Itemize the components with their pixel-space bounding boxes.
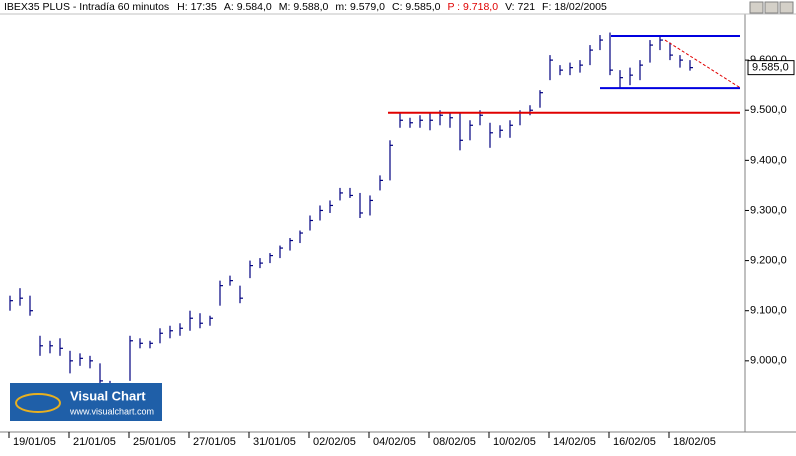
x-tick-label: 14/02/05 [553, 436, 596, 448]
button[interactable] [779, 1, 794, 14]
button[interactable] [749, 1, 764, 14]
y-tick-label: 9.000,0 [750, 355, 787, 367]
y-tick-label: 9.400,0 [750, 154, 787, 166]
x-tick-label: 19/01/05 [13, 436, 56, 448]
logo-url: www.visualchart.com [69, 406, 154, 416]
logo-box [10, 383, 162, 421]
x-tick-label: 08/02/05 [433, 436, 476, 448]
header-field: C: 9.585,0 [392, 1, 441, 13]
header-field: A: 9.584,0 [224, 1, 272, 13]
y-tick-label: 9.200,0 [750, 254, 787, 266]
header-field: M: 9.588,0 [279, 1, 329, 13]
y-tick-label: 9.500,0 [750, 104, 787, 116]
window-buttons[interactable] [749, 1, 794, 14]
logo-title: Visual Chart [70, 388, 146, 403]
x-tick-label: 21/01/05 [73, 436, 116, 448]
x-tick-label: 16/02/05 [613, 436, 656, 448]
x-tick-label: 31/01/05 [253, 436, 296, 448]
header-field: m: 9.579,0 [335, 1, 385, 13]
last-price-box [747, 60, 795, 76]
header-field: H: 17:35 [177, 1, 217, 13]
x-tick-label: 27/01/05 [193, 436, 236, 448]
x-tick-label: 25/01/05 [133, 436, 176, 448]
last-price-label: 9.585,0 [752, 62, 789, 74]
header-field: V: 721 [505, 1, 535, 13]
header-field: F: 18/02/2005 [542, 1, 607, 13]
header-field: P : 9.718,0 [447, 1, 498, 13]
button[interactable] [764, 1, 779, 14]
x-tick-label: 04/02/05 [373, 436, 416, 448]
x-tick-label: 02/02/05 [313, 436, 356, 448]
x-tick-label: 18/02/05 [673, 436, 716, 448]
x-tick-label: 10/02/05 [493, 436, 536, 448]
y-tick-label: 9.300,0 [750, 204, 787, 216]
y-tick-label: 9.100,0 [750, 305, 787, 317]
logo-icon [15, 393, 61, 413]
header-title: IBEX35 PLUS - Intradía 60 minutos [4, 1, 169, 13]
